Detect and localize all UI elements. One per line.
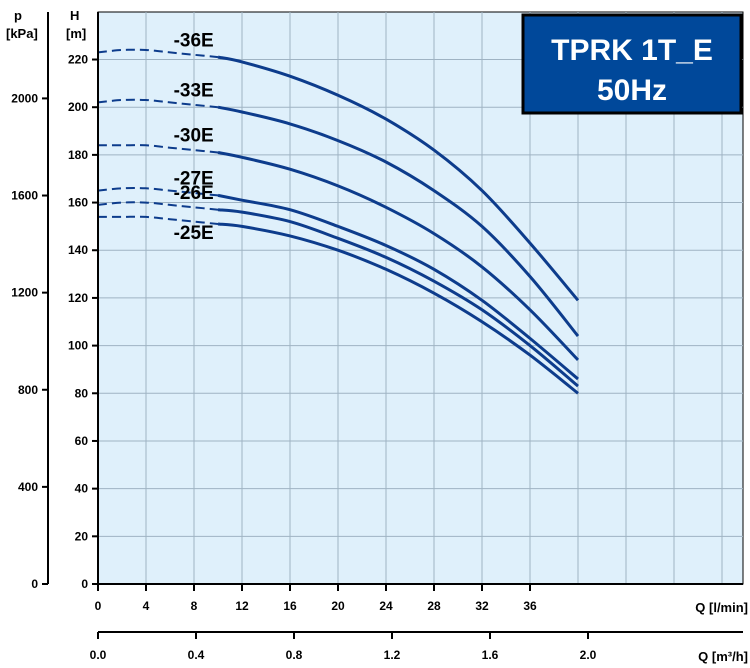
x-tick-label: 32 — [475, 599, 489, 613]
left-tick-label: 1600 — [11, 189, 38, 203]
x-tick-label: 28 — [427, 599, 441, 613]
curve-label-36e: -36E — [174, 30, 214, 51]
curve-30e — [217, 151, 580, 361]
left-tick-label: 800 — [18, 383, 38, 397]
title-box-background — [521, 13, 743, 115]
x-tick-label: 24 — [379, 599, 393, 613]
curve-27e-dashed — [97, 187, 219, 197]
left-tick-label: 0 — [31, 577, 38, 591]
curve-27e — [217, 193, 579, 381]
curve-26e-dashed — [97, 201, 219, 211]
curve-26e — [217, 208, 579, 388]
left-axis-symbol: p — [14, 8, 22, 23]
curve-36e — [217, 55, 580, 302]
left-axis-unit: [kPa] — [6, 26, 38, 41]
x-tick-label: 36 — [523, 599, 537, 613]
x-tick-label: 20 — [331, 599, 345, 613]
curve-33e — [217, 105, 580, 338]
left-tick-label: 2000 — [11, 91, 38, 105]
x-tick-label: 12 — [235, 599, 249, 613]
y-tick-label: 60 — [75, 434, 89, 448]
curve-label-30e: -30E — [174, 126, 214, 147]
y-tick-label: 80 — [75, 386, 89, 400]
x2-tick-label: 0.8 — [286, 648, 303, 662]
x2-tick-label: 2.0 — [580, 648, 597, 662]
x-tick-label: 16 — [283, 599, 297, 613]
y-tick-label: 200 — [68, 100, 88, 114]
left-tick-label: 1200 — [11, 286, 38, 300]
x2-tick-label: 0.0 — [90, 648, 107, 662]
y-tick-label: 100 — [68, 339, 88, 353]
curve-label-33e: -33E — [174, 80, 214, 101]
y-tick-label: 20 — [75, 529, 89, 543]
curve-30e-dashed — [98, 144, 219, 154]
curve-33e-dashed — [97, 98, 219, 109]
x2-tick-label: 1.6 — [482, 648, 499, 662]
y-axis-symbol: H — [70, 8, 79, 23]
curve-25e-dashed — [97, 215, 219, 225]
y-tick-label: 40 — [75, 482, 89, 496]
tick-marks-and-labels: 0204060801001201401601802002200400800120… — [11, 53, 596, 662]
x-tick-label: 8 — [191, 599, 198, 613]
x2-tick-label: 0.4 — [188, 648, 205, 662]
curve-label-26e: -26E — [174, 183, 214, 204]
x2-axis-label: Q [m³/h] — [698, 649, 748, 664]
chart-subtitle: 50Hz — [597, 74, 667, 107]
x-tick-label: 4 — [143, 599, 150, 613]
y-tick-label: 160 — [68, 196, 88, 210]
y-tick-label: 0 — [81, 577, 88, 591]
performance-curves: -36E -33E -30E -27E-26E -25E — [97, 30, 580, 395]
y-tick-label: 120 — [68, 291, 88, 305]
title-box: TPRK 1T_E 50Hz — [521, 13, 743, 115]
y-axis-unit: [m] — [66, 26, 86, 41]
curve-label-25e: -25E — [174, 223, 214, 244]
x2-tick-label: 1.2 — [384, 648, 401, 662]
chart-title: TPRK 1T_E — [551, 34, 713, 67]
y-tick-label: 180 — [68, 148, 88, 162]
curve-25e — [217, 222, 579, 395]
curve-36e-dashed — [97, 48, 219, 59]
x-axis-label: Q [l/min] — [695, 600, 748, 615]
curve-label-27e: -27E — [174, 169, 214, 190]
y-tick-label: 220 — [68, 53, 88, 67]
left-tick-label: 400 — [18, 480, 38, 494]
y-tick-label: 140 — [68, 243, 88, 257]
x-tick-label: 0 — [95, 599, 102, 613]
